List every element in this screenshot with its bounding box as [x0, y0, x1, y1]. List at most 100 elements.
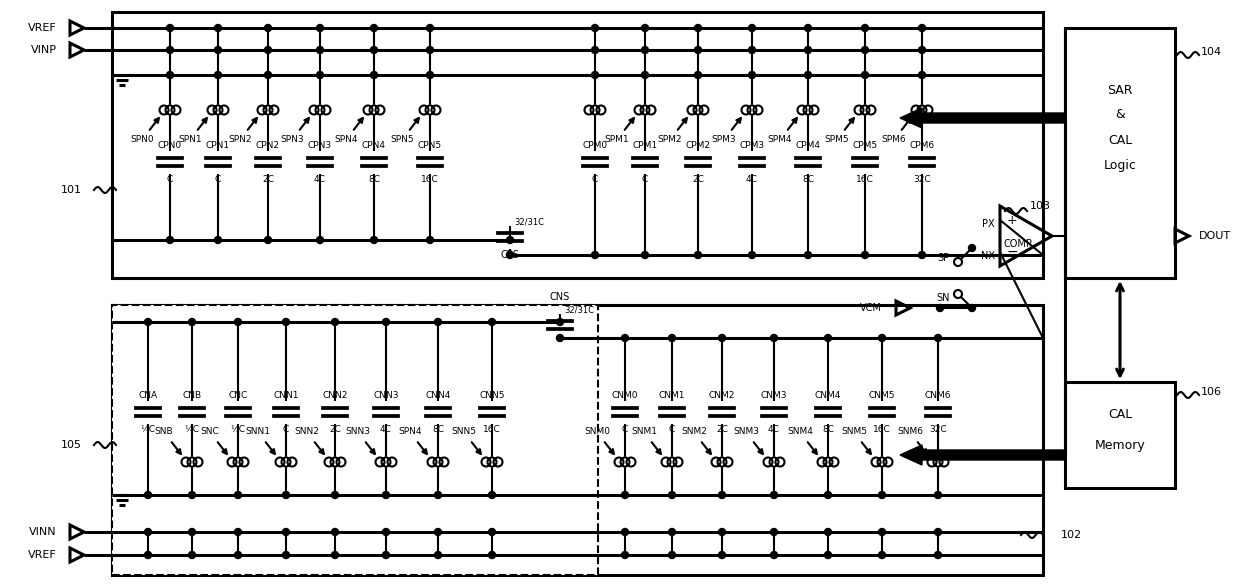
- Circle shape: [936, 305, 944, 312]
- Circle shape: [489, 319, 496, 325]
- Bar: [112, 305, 1043, 575]
- Circle shape: [673, 458, 682, 466]
- Text: 32C: 32C: [929, 425, 947, 434]
- Circle shape: [723, 458, 733, 466]
- Circle shape: [382, 492, 389, 499]
- Text: 4C: 4C: [768, 425, 780, 434]
- Circle shape: [283, 551, 289, 558]
- Circle shape: [770, 335, 777, 342]
- Circle shape: [621, 551, 629, 558]
- Circle shape: [316, 46, 324, 53]
- Circle shape: [427, 25, 434, 32]
- Text: CPM0: CPM0: [583, 141, 608, 149]
- Circle shape: [215, 237, 222, 244]
- Text: SNN1: SNN1: [246, 428, 270, 437]
- Text: CNM4: CNM4: [815, 390, 841, 400]
- Circle shape: [481, 458, 491, 466]
- Circle shape: [166, 46, 174, 53]
- Text: SPN4: SPN4: [335, 135, 358, 144]
- FancyArrow shape: [900, 445, 1065, 465]
- Text: &: &: [1115, 108, 1125, 121]
- Text: CNM2: CNM2: [709, 390, 735, 400]
- Circle shape: [591, 71, 599, 79]
- Circle shape: [283, 492, 289, 499]
- Text: 4C: 4C: [314, 175, 326, 185]
- Text: SNN5: SNN5: [451, 428, 476, 437]
- Text: SNM6: SNM6: [897, 428, 923, 437]
- Circle shape: [770, 458, 779, 466]
- Circle shape: [694, 25, 702, 32]
- Circle shape: [954, 290, 962, 298]
- Circle shape: [934, 458, 942, 466]
- Text: SPM5: SPM5: [825, 135, 849, 144]
- Circle shape: [918, 105, 926, 114]
- Text: SNM2: SNM2: [681, 428, 707, 437]
- Circle shape: [439, 458, 449, 466]
- Circle shape: [382, 529, 389, 536]
- Circle shape: [749, 251, 755, 258]
- Circle shape: [641, 25, 649, 32]
- Circle shape: [165, 105, 175, 114]
- Circle shape: [382, 551, 389, 558]
- Circle shape: [489, 529, 496, 536]
- Text: 32/31C: 32/31C: [564, 305, 594, 315]
- Text: 103: 103: [1030, 201, 1052, 211]
- Circle shape: [862, 25, 868, 32]
- Circle shape: [263, 105, 273, 114]
- Text: CPM6: CPM6: [909, 141, 935, 149]
- Circle shape: [878, 492, 885, 499]
- Circle shape: [331, 551, 339, 558]
- Text: 4C: 4C: [746, 175, 758, 185]
- Circle shape: [207, 105, 217, 114]
- Text: CPN1: CPN1: [206, 141, 231, 149]
- Circle shape: [419, 105, 429, 114]
- Circle shape: [749, 71, 755, 79]
- Circle shape: [867, 105, 875, 114]
- Text: CPN0: CPN0: [157, 141, 182, 149]
- Text: CNM5: CNM5: [869, 390, 895, 400]
- Circle shape: [489, 551, 496, 558]
- Text: VCM: VCM: [861, 303, 882, 313]
- Circle shape: [693, 105, 703, 114]
- Text: VREF: VREF: [29, 23, 57, 33]
- Circle shape: [489, 492, 496, 499]
- Text: SPN4: SPN4: [398, 428, 422, 437]
- Circle shape: [742, 105, 750, 114]
- Circle shape: [635, 105, 644, 114]
- Text: SNB: SNB: [155, 428, 174, 437]
- Circle shape: [434, 529, 441, 536]
- Circle shape: [770, 529, 777, 536]
- Text: CNN2: CNN2: [322, 390, 347, 400]
- Circle shape: [193, 458, 202, 466]
- Text: 101: 101: [61, 185, 82, 195]
- Circle shape: [427, 71, 434, 79]
- Circle shape: [935, 551, 941, 558]
- Circle shape: [234, 551, 242, 558]
- Text: CPM2: CPM2: [686, 141, 711, 149]
- Circle shape: [935, 529, 941, 536]
- Circle shape: [506, 251, 513, 258]
- Text: 16C: 16C: [873, 425, 890, 434]
- Text: SNM0: SNM0: [584, 428, 610, 437]
- Text: SPN2: SPN2: [228, 135, 252, 144]
- Circle shape: [188, 319, 196, 325]
- Circle shape: [316, 237, 324, 244]
- Circle shape: [382, 319, 389, 325]
- Circle shape: [269, 105, 279, 114]
- Text: C: C: [167, 175, 174, 185]
- Circle shape: [275, 458, 284, 466]
- Circle shape: [487, 458, 496, 466]
- Circle shape: [188, 529, 196, 536]
- Text: SNM5: SNM5: [841, 428, 867, 437]
- Circle shape: [712, 458, 720, 466]
- Circle shape: [823, 458, 832, 466]
- Circle shape: [215, 25, 222, 32]
- Circle shape: [425, 105, 434, 114]
- Circle shape: [590, 105, 599, 114]
- Circle shape: [219, 105, 228, 114]
- Circle shape: [591, 25, 599, 32]
- Circle shape: [718, 529, 725, 536]
- Circle shape: [160, 105, 169, 114]
- Circle shape: [872, 458, 880, 466]
- Text: CNN3: CNN3: [373, 390, 399, 400]
